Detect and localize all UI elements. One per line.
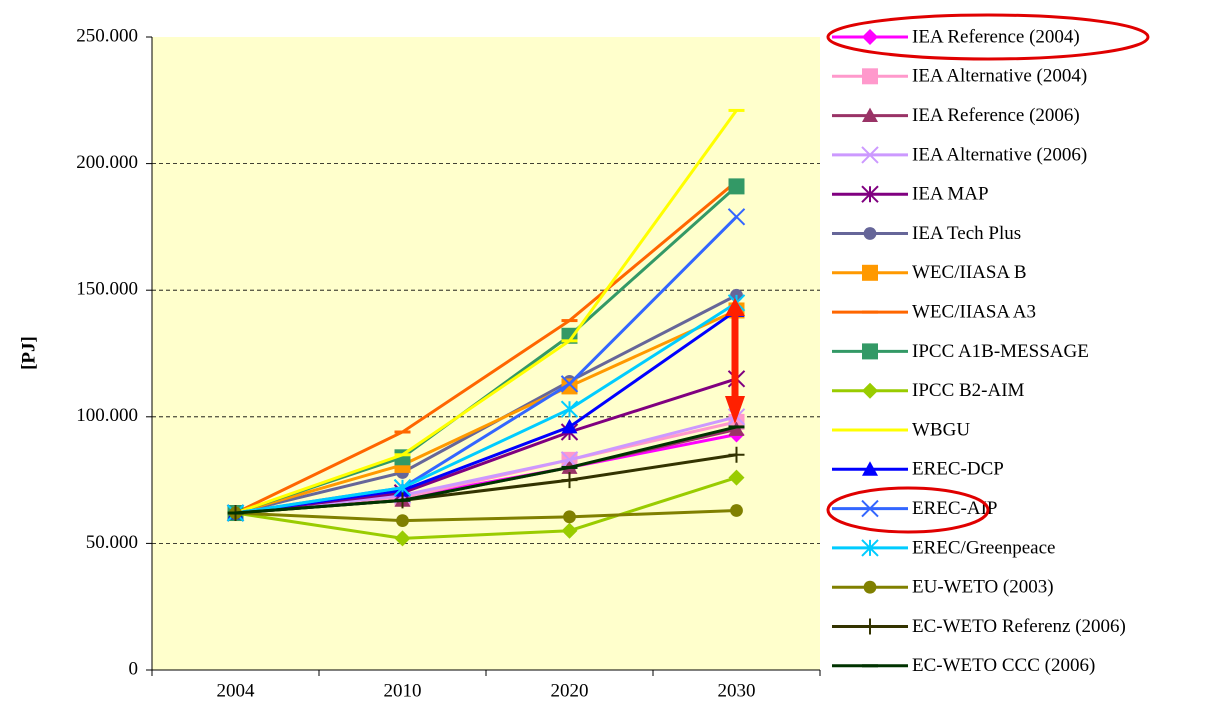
marker (728, 469, 745, 486)
marker (863, 580, 877, 594)
legend-label: IEA Alternative (2004) (912, 66, 1087, 87)
marker (561, 418, 578, 434)
legend-label: IEA MAP (912, 184, 989, 205)
y-axis-label: [PJ] (18, 336, 39, 370)
marker (560, 375, 579, 393)
highlight-ellipse (826, 13, 1150, 61)
marker (730, 504, 743, 517)
y-tick-label: 150.000 (76, 279, 138, 300)
highlight-ellipse (826, 486, 990, 534)
marker (861, 185, 879, 203)
marker (396, 514, 409, 528)
legend-label: IEA Reference (2004) (912, 26, 1080, 47)
series-line (235, 425, 737, 515)
legend-label: IPCC A1B-MESSAGE (912, 341, 1089, 362)
marker (728, 421, 745, 436)
legend-label: IPCC B2-AIM (912, 380, 1025, 401)
legend-label: EREC/Greenpeace (912, 537, 1055, 558)
marker (862, 618, 878, 635)
series-line (235, 309, 738, 515)
marker (862, 461, 878, 476)
legend-label: IEA Reference (2006) (912, 105, 1080, 126)
marker (861, 146, 879, 164)
marker (862, 68, 878, 85)
marker (862, 382, 878, 399)
series-line (235, 476, 737, 540)
y-tick-label: 0 (129, 658, 139, 679)
x-tick-label: 2004 (217, 680, 256, 701)
marker (862, 264, 878, 281)
y-tick-label: 50.000 (86, 532, 138, 553)
marker (727, 208, 746, 226)
marker (862, 29, 878, 45)
legend-label: EREC-DCP (912, 459, 1004, 480)
plot-area (152, 37, 820, 670)
marker (563, 510, 576, 524)
marker (561, 378, 578, 395)
x-tick-label: 2010 (384, 680, 422, 701)
marker (863, 227, 877, 240)
series-line (235, 508, 737, 523)
series-line (235, 109, 738, 515)
marker (561, 522, 578, 539)
legend-label: EU-WETO (2003) (912, 577, 1054, 598)
y-tick-label: 200.000 (76, 152, 138, 173)
series-line (234, 180, 738, 515)
marker (861, 539, 879, 557)
marker (560, 400, 579, 418)
marker (861, 499, 879, 518)
x-tick-label: 2030 (718, 680, 756, 701)
grid: 0 50.000 100.000 150.000 200.000 250.000 2004 2… (76, 25, 821, 701)
marker (862, 343, 878, 360)
legend-label: EC-WETO CCC (2006) (912, 655, 1095, 676)
legend-label: WEC/IIASA B (912, 262, 1027, 283)
marker (561, 472, 578, 489)
x-tick-label: 2020 (551, 680, 589, 701)
marker (862, 107, 878, 122)
legend-label: IEA Alternative (2006) (912, 144, 1087, 165)
legend-label: IEA Tech Plus (912, 223, 1021, 244)
marker (728, 178, 745, 195)
legend-label: WBGU (912, 419, 970, 440)
y-tick-label: 250.000 (76, 25, 138, 46)
legend-label: EC-WETO Referenz (2006) (912, 616, 1126, 637)
y-tick-label: 100.000 (76, 405, 138, 426)
legend-label: WEC/IIASA A3 (912, 301, 1036, 322)
marker (394, 530, 411, 547)
series-line (235, 301, 738, 515)
legend: IEA Reference (2004) IEA Alternative (200… (832, 26, 1126, 676)
marker (728, 446, 745, 463)
legend-label: EREC-AIP (912, 498, 998, 519)
plot (226, 108, 746, 547)
annotation-arrow (725, 298, 745, 424)
